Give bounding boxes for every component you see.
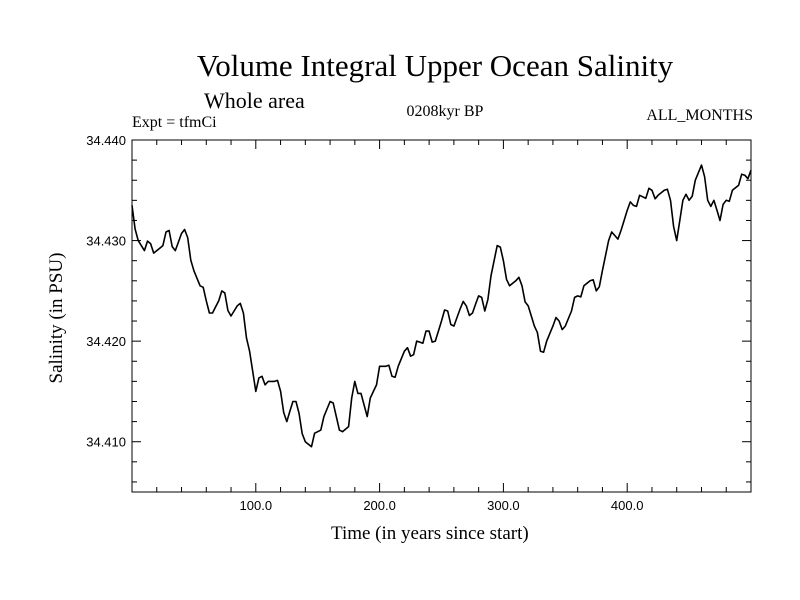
chart-subtitle: Whole area bbox=[204, 88, 305, 113]
chart-title: Volume Integral Upper Ocean Salinity bbox=[196, 48, 674, 83]
x-tick-label: 100.0 bbox=[240, 498, 273, 513]
y-tick-label: 34.440 bbox=[86, 133, 126, 148]
salinity-series-line bbox=[131, 164, 752, 448]
plot-frame bbox=[131, 139, 752, 493]
tick-labels: 100.0 200.0 300.0 400.0 34.410 34.420 34.430 34… bbox=[86, 133, 643, 513]
axis-ticks bbox=[132, 139, 751, 492]
x-tick-label: 300.0 bbox=[487, 498, 520, 513]
period-label: 0208kyr BP bbox=[406, 103, 484, 120]
x-tick-label: 200.0 bbox=[363, 498, 396, 513]
y-tick-label: 34.430 bbox=[86, 234, 126, 249]
x-axis-label: Time (in years since start) bbox=[331, 523, 529, 544]
months-label: ALL_MONTHS bbox=[646, 107, 753, 124]
y-tick-label: 34.420 bbox=[86, 334, 126, 349]
experiment-label: Expt = tfmCi bbox=[132, 114, 217, 131]
y-tick-label: 34.410 bbox=[86, 435, 126, 450]
x-tick-label: 400.0 bbox=[611, 498, 644, 513]
